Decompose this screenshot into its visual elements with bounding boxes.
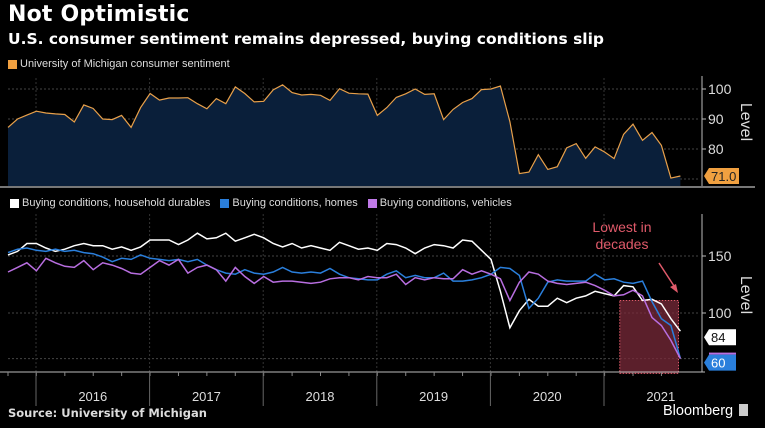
annotation-text: Lowest in [592,219,651,235]
x-tick-label: 2016 [78,389,107,404]
x-tick-label: 2018 [306,389,335,404]
legend-label: Buying conditions, vehicles [379,197,512,209]
sentiment-panel: 80 90 100 Level 71.0 [0,76,755,188]
y-tick-label: 90 [708,111,724,127]
sentiment-line [7,84,681,179]
legend-item-durables: Buying conditions, household durables [10,197,210,209]
legend-item-homes: Buying conditions, homes [220,197,358,209]
legend-swatch [10,198,19,208]
bottom-legend: Buying conditions, household durables Bu… [10,197,512,209]
chart-title: Not Optimistic [8,2,190,27]
durables-line [7,232,681,332]
x-tick-label: 2019 [419,389,448,404]
annotation-arrow [658,262,677,290]
durables-last-label: 84 [711,330,725,345]
x-tick-label: 2017 [192,389,221,404]
vehicles-last-tag [709,352,736,355]
brand-text: Bloomberg [663,403,734,419]
y-tick-label: 150 [708,248,732,264]
homes-last-tag [704,354,736,371]
homes-last-label: 60 [711,356,725,371]
homes-line [7,247,682,359]
source-note: Source: University of Michigan [8,406,207,420]
top-legend: University of Michigan consumer sentimen… [8,58,230,70]
annotation-arrowhead [670,284,678,293]
bloomberg-logo: Bloomberg [663,403,749,419]
annotation-text: decades [596,236,649,252]
y-axis-title: Level [737,103,754,141]
x-tick-label: 2020 [533,389,562,404]
sentiment-area [8,84,681,186]
vehicles-line [7,257,682,359]
legend-swatch [8,59,17,69]
legend-label: Buying conditions, homes [232,197,358,209]
y-tick-label: 100 [708,305,732,321]
y-axis-title: Level [737,276,754,314]
legend-item-sentiment: University of Michigan consumer sentimen… [8,58,230,70]
durables-last-tag [704,329,736,346]
y-tick-label: 100 [708,81,732,97]
chart-subtitle: U.S. consumer sentiment remains depresse… [8,30,605,48]
legend-swatch [367,198,377,208]
legend-swatch [220,198,230,208]
y-tick-label: 80 [708,141,724,157]
legend-label: Buying conditions, household durables [22,197,211,209]
legend-item-vehicles: Buying conditions, vehicles [367,197,512,209]
x-tick-label: 2021 [646,389,675,404]
x-axis: 2016 2017 2018 2019 2020 2021 [0,371,705,406]
last-value-tag [704,168,739,184]
last-value-label: 71.0 [711,169,736,184]
legend-label: University of Michigan consumer sentimen… [20,58,230,70]
bloomberg-terminal-icon [739,404,749,416]
